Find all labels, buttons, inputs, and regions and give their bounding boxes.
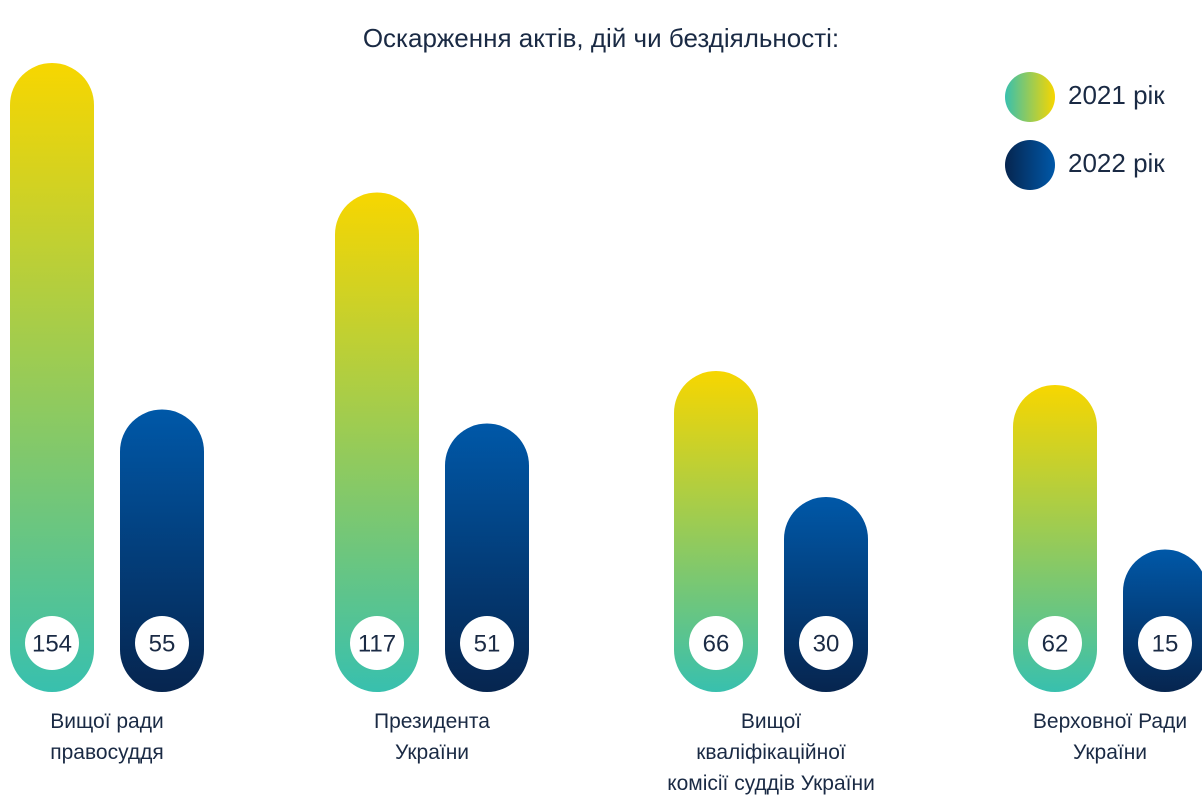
bar xyxy=(1013,385,1097,692)
category-label: Вищої ради правосуддя xyxy=(50,710,164,764)
value-badge xyxy=(460,616,514,670)
value-badge xyxy=(25,616,79,670)
category-label: Вищої кваліфікаційної комісії суддів Укр… xyxy=(667,710,875,795)
legend-swatch xyxy=(1005,72,1055,122)
legend-label: 2021 рік xyxy=(1068,80,1165,110)
value-badge xyxy=(350,616,404,670)
value-label: 62 xyxy=(1042,630,1069,657)
legend-label: 2022 рік xyxy=(1068,148,1165,178)
bar xyxy=(335,192,419,692)
value-label: 51 xyxy=(474,630,501,657)
legend-swatch xyxy=(1005,140,1055,190)
value-label: 154 xyxy=(32,630,72,657)
category-label: Президента України xyxy=(374,710,490,764)
value-label: 30 xyxy=(813,630,840,657)
bar xyxy=(445,423,529,692)
category-label: Верховної Ради України xyxy=(1032,710,1188,764)
value-badge xyxy=(135,616,189,670)
value-label: 15 xyxy=(1152,630,1179,657)
value-label: 55 xyxy=(149,630,176,657)
bar xyxy=(120,409,204,692)
bar xyxy=(10,63,94,692)
chart-title: Оскарження актів, дій чи бездіяльності: xyxy=(363,23,839,53)
value-badge xyxy=(689,616,743,670)
value-badge xyxy=(1138,616,1192,670)
value-label: 66 xyxy=(703,630,730,657)
value-badge xyxy=(799,616,853,670)
value-label: 117 xyxy=(358,630,396,657)
value-badge xyxy=(1028,616,1082,670)
bar xyxy=(674,371,758,692)
